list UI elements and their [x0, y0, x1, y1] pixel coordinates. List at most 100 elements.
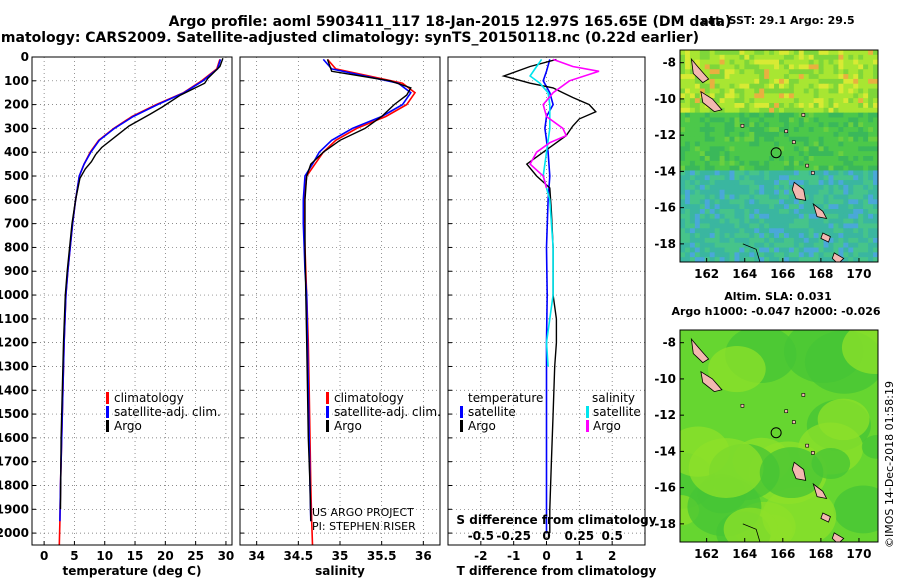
sst-cell [764, 74, 770, 80]
sst-cell [808, 218, 815, 224]
sst-cell [749, 199, 755, 205]
sst-cell [734, 127, 740, 133]
sst-cell [729, 233, 735, 239]
sst-cell [680, 218, 686, 224]
sst-cell [729, 194, 735, 200]
x-tick-label: 15 [127, 549, 144, 563]
sst-cell [764, 228, 770, 234]
sst-cell [828, 98, 834, 104]
sst-cell [783, 199, 790, 205]
sst-cell [739, 117, 745, 123]
sla-blob [762, 486, 837, 542]
sst-cell [719, 237, 726, 244]
sst-cell [734, 156, 740, 162]
sst-cell [774, 165, 780, 171]
sst-cell [764, 213, 770, 220]
sst-cell [803, 199, 810, 205]
legend-swatch-t-argo [460, 420, 463, 432]
temperature-panel: 0100200300400500600700800900100011001200… [0, 50, 234, 578]
sst-cell [699, 242, 706, 249]
sst-cell [709, 184, 716, 191]
sst-cell [793, 107, 800, 114]
sst-cell [680, 54, 686, 61]
sst-cell [694, 151, 701, 157]
sst-cell [764, 165, 770, 171]
sst-cell [684, 131, 691, 138]
sst-cell [724, 69, 730, 75]
sst-cell [684, 83, 691, 90]
sst-cell [689, 189, 696, 196]
sst-cell [843, 112, 849, 118]
sst-cell [843, 127, 849, 133]
y-tick-label: 2000 [0, 526, 29, 540]
sst-cell [848, 170, 854, 176]
sst-cell [788, 228, 795, 234]
sst-cell [868, 170, 874, 176]
sst-cell [813, 223, 820, 229]
sst-cell [764, 151, 770, 157]
sst-cell [709, 204, 716, 210]
sst-cell [798, 247, 805, 253]
sst-cell [684, 204, 691, 210]
sst-cell [689, 50, 696, 56]
coastline [742, 523, 761, 542]
sst-cell [848, 247, 854, 253]
sst-cell [803, 218, 810, 224]
sst-cell [694, 180, 701, 186]
sst-cell [709, 151, 716, 157]
sst-cell [808, 146, 815, 152]
sst-cell [759, 160, 765, 167]
sst-cell [684, 233, 691, 239]
sst-cell [739, 98, 745, 104]
sst-cell [744, 228, 750, 234]
sst-cell [729, 54, 735, 61]
sst-cell [808, 204, 815, 210]
sst-cell [798, 131, 805, 138]
sst-cell [779, 117, 785, 123]
plot-frame [447, 56, 646, 546]
sst-cell [783, 78, 790, 85]
sst-cell [704, 50, 711, 56]
sst-cell [793, 228, 800, 234]
sst-cell [759, 180, 765, 186]
sst-cell [853, 122, 859, 128]
sst-cell [719, 228, 726, 234]
sst-cell [739, 131, 745, 138]
sst-cell [868, 165, 874, 171]
sst-cell [863, 64, 869, 70]
sst-cell [734, 180, 740, 186]
islet [805, 163, 809, 168]
sst-cell [823, 59, 829, 65]
sst-cell [823, 204, 829, 210]
sst-cell [788, 165, 795, 171]
sst-cell [833, 160, 839, 167]
sst-cell [833, 184, 839, 191]
legend-swatch-argo [106, 420, 109, 432]
sst-cell [729, 252, 735, 258]
sst-cell [783, 141, 790, 147]
sst-cell [779, 228, 785, 234]
sst-cell [749, 233, 755, 239]
sst-cell [818, 136, 825, 143]
sst-cell [680, 98, 686, 104]
sst-cell [754, 131, 760, 138]
sst-cell [714, 93, 721, 99]
sst-cell [704, 117, 711, 123]
sst-cell [828, 122, 834, 128]
sst-cell [739, 83, 745, 90]
sst-cell [739, 156, 745, 162]
sst-cell [759, 117, 765, 123]
sst-cell [813, 127, 820, 133]
sst-cell [793, 78, 800, 85]
sla-blob [688, 438, 764, 498]
sst-cell [744, 83, 750, 90]
sst-cell [803, 252, 810, 258]
sst-cell [709, 213, 716, 220]
sst-cell [694, 233, 701, 239]
sst-cell [719, 242, 726, 249]
sst-cell [739, 247, 745, 253]
sst-cell [724, 223, 730, 229]
y-tick-label: -8 [663, 336, 676, 350]
sst-cell [808, 199, 815, 205]
sst-cell [689, 237, 696, 244]
